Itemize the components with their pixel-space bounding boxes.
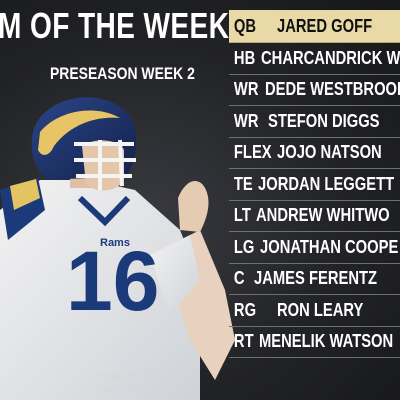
roster-list: QB JARED GOFF HB CHARCANDRICK W WR DEDE … [229, 10, 400, 358]
roster-player-name: ANDREW WHITWO [255, 205, 390, 226]
roster-row: LG JONATHAN COOPE [229, 232, 400, 264]
roster-player-name: STEFON DIGGS [267, 110, 380, 131]
roster-position: HB [233, 47, 256, 68]
roster-player-name: JARED GOFF [277, 15, 373, 36]
roster-player-name: DEDE WESTBROOK [265, 79, 400, 100]
player-photo: 16 Rams [0, 97, 235, 400]
roster-row: FLEX JOJO NATSON [229, 138, 400, 169]
photo-credit-line-2: Getty Images [96, 384, 150, 395]
roster-row: TE JORDAN LEGGETT [229, 169, 400, 201]
roster-row: LT ANDREW WHITWO [229, 201, 400, 232]
roster-player-name: JAMES FERENTZ [253, 268, 377, 289]
graphic-subtitle: PRESEASON WEEK 2 [50, 64, 195, 83]
roster-position: WR [233, 110, 259, 131]
roster-row: C JAMES FERENTZ [229, 264, 400, 295]
roster-row: RT MENELIK WATSON [229, 327, 400, 358]
roster-position: WR [233, 79, 259, 100]
roster-position: QB [233, 15, 257, 36]
photo-credit-line-1: Theaon M. Henderson/ [96, 372, 189, 383]
roster-position: FLEX [233, 142, 272, 163]
graphic-title: M OF THE WEEK [0, 5, 230, 46]
roster-row: QB JARED GOFF [229, 10, 400, 43]
roster-position: C [233, 268, 245, 289]
photo-credit: Theaon M. Henderson/ Getty Images [96, 372, 188, 396]
roster-row: WR STEFON DIGGS [229, 106, 400, 138]
roster-player-name: JOJO NATSON [277, 142, 382, 163]
roster-player-name: MENELIK WATSON [259, 331, 394, 352]
roster-player-name: JONATHAN COOPE [260, 236, 399, 257]
roster-position: LT [233, 205, 251, 226]
jersey-number: 16 [66, 234, 159, 328]
roster-player-name: RON LEARY [277, 299, 364, 320]
roster-position: RT [233, 331, 254, 352]
roster-row: HB CHARCANDRICK W [229, 43, 400, 75]
roster-row: RG RON LEARY [229, 295, 400, 327]
roster-position: RG [233, 299, 257, 320]
roster-row: WR DEDE WESTBROOK [229, 75, 400, 106]
roster-position: LG [233, 236, 255, 257]
roster-position: TE [233, 173, 253, 194]
roster-player-name: JORDAN LEGGETT [258, 173, 395, 194]
roster-player-name: CHARCANDRICK W [261, 47, 400, 68]
jersey-team-text: Rams [100, 237, 130, 249]
